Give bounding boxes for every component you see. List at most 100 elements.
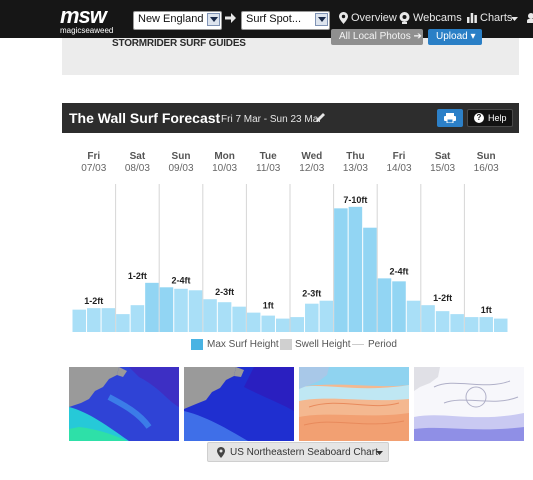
surf-range-label: 2-3ft: [302, 289, 321, 299]
legend-swatch-max-surf: [191, 339, 203, 350]
help-button[interactable]: ? Help: [467, 109, 513, 127]
surf-height-bar: [261, 315, 275, 332]
surf-height-bar: [334, 208, 348, 332]
forecast-header: The Wall Surf Forecast Fri 7 Mar - Sun 2…: [62, 103, 519, 133]
nav-charts[interactable]: Charts: [480, 12, 513, 24]
legend-swatch-period: [352, 344, 364, 345]
all-local-photos-label: All Local Photos ➔: [339, 31, 422, 42]
surf-height-bar: [319, 300, 334, 332]
surf-height-bar: [348, 206, 363, 332]
day-date-label: 16/03: [474, 163, 499, 174]
legend-swatch-swell: [280, 339, 292, 350]
spot-select-value: Surf Spot...: [246, 13, 302, 25]
print-button[interactable]: [437, 109, 463, 127]
surf-height-bar: [406, 300, 421, 332]
map-pin-icon: [217, 447, 225, 458]
forecast-title: The Wall Surf Forecast: [69, 110, 221, 126]
all-local-photos-button[interactable]: All Local Photos ➔: [331, 29, 423, 45]
surf-range-label: 7-10ft: [343, 195, 367, 205]
chevron-down-icon: [315, 13, 328, 26]
legend-period: Period: [368, 339, 397, 350]
surf-height-bar: [246, 312, 261, 332]
seaboard-chart-select[interactable]: US Northeastern Seaboard Chart: [207, 442, 389, 462]
surf-height-bar: [174, 288, 188, 332]
surf-height-bar: [377, 278, 392, 332]
day-name-label: Fri: [393, 151, 406, 162]
map-pin-icon: [339, 12, 348, 24]
surf-height-bar: [159, 287, 174, 332]
day-name-label: Thu: [346, 151, 364, 162]
surf-height-bar: [493, 318, 508, 332]
day-name-label: Sun: [477, 151, 496, 162]
nav-overview[interactable]: Overview: [351, 12, 397, 24]
nav-webcams[interactable]: Webcams: [413, 12, 462, 24]
logo-subtext: magicseaweed: [60, 26, 114, 35]
day-name-label: Mon: [214, 151, 235, 162]
surf-height-bar: [275, 318, 290, 332]
surf-range-label: 2-4ft: [389, 266, 408, 276]
logo-wordmark: msw: [60, 3, 107, 28]
day-date-label: 14/03: [386, 163, 411, 174]
surf-height-bar: [392, 281, 406, 332]
day-date-label: 10/03: [212, 163, 237, 174]
surf-range-label: 1ft: [481, 305, 492, 315]
bar-chart-icon: [467, 13, 477, 23]
surf-height-bar: [363, 227, 377, 332]
seaboard-chart-label: US Northeastern Seaboard Chart: [230, 447, 378, 458]
surf-range-label: 1-2ft: [433, 293, 452, 303]
surf-height-bar: [232, 306, 246, 332]
day-date-label: 09/03: [168, 163, 193, 174]
day-name-label: Sat: [130, 151, 146, 162]
chevron-down-icon: [207, 13, 220, 26]
surf-height-bar: [305, 303, 319, 332]
arrow-right-icon: [225, 13, 236, 23]
help-label: Help: [488, 113, 507, 123]
help-icon: ?: [474, 113, 484, 123]
day-name-label: Sat: [435, 151, 451, 162]
swell-map-thumbnail[interactable]: [69, 367, 179, 441]
surf-height-bar: [479, 317, 493, 332]
wind-map-thumbnail[interactable]: [184, 367, 294, 441]
surf-height-bar: [421, 305, 435, 332]
caret-down-icon: [376, 451, 383, 455]
spot-select[interactable]: Surf Spot...: [241, 11, 330, 30]
surf-range-label: 2-4ft: [171, 275, 190, 285]
surf-height-bar: [130, 305, 145, 332]
surf-range-label: 1-2ft: [128, 271, 147, 281]
surf-height-bar: [450, 314, 464, 332]
surf-height-bar: [217, 302, 232, 332]
forecast-date-range: Fri 7 Mar - Sun 23 Mar: [221, 114, 322, 125]
region-select-value: New England: [138, 13, 204, 25]
surf-height-bar: [435, 311, 450, 332]
upload-button[interactable]: Upload ▾: [428, 29, 482, 45]
stormrider-guide-link[interactable]: STORMRIDER SURF GUIDES: [112, 38, 246, 49]
day-date-label: 11/03: [256, 163, 281, 174]
surf-height-chart: Fri07/03Sat08/03Sun09/03Mon10/03Tue11/03…: [72, 151, 508, 332]
day-date-label: 07/03: [81, 163, 106, 174]
day-name-label: Fri: [87, 151, 100, 162]
surf-height-bar: [72, 309, 87, 332]
period-map-thumbnail[interactable]: [414, 367, 524, 441]
webcam-icon: [399, 12, 410, 24]
surf-range-label: 1-2ft: [84, 296, 103, 306]
magicseaweed-logo[interactable]: msw magicseaweed: [60, 3, 124, 35]
surf-height-bar: [116, 314, 130, 332]
day-name-label: Tue: [260, 151, 277, 162]
surf-height-bar: [145, 282, 159, 332]
caret-down-icon: [511, 17, 518, 21]
surf-height-bar: [464, 317, 479, 332]
pressure-map-thumbnail[interactable]: [299, 367, 409, 441]
surf-height-bar: [203, 299, 217, 332]
day-date-label: 13/03: [343, 163, 368, 174]
legend-max-surf-height: Max Surf Height: [207, 339, 279, 350]
day-name-label: Sun: [172, 151, 191, 162]
legend-swell-height: Swell Height: [295, 339, 351, 350]
surf-height-bar: [188, 290, 203, 332]
day-date-label: 08/03: [125, 163, 150, 174]
surf-range-label: 1ft: [263, 301, 274, 311]
region-select[interactable]: New England: [133, 11, 222, 30]
day-date-label: 15/03: [430, 163, 455, 174]
surf-height-bar: [290, 317, 305, 332]
surf-height-bar: [87, 308, 101, 332]
pencil-icon[interactable]: [315, 112, 326, 123]
